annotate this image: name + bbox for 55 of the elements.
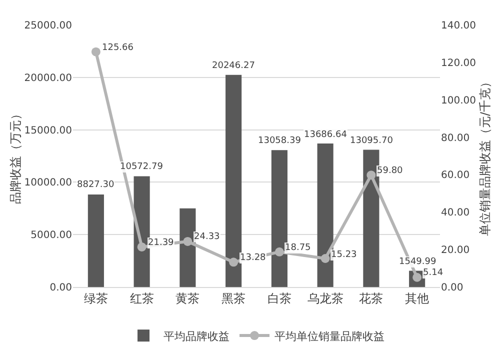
y2-tick-label: 20.00: [441, 245, 470, 256]
y2-tick-label: 120.00: [441, 58, 476, 69]
y-tick-label: 5000.00: [30, 230, 72, 242]
y2-tick-label: 100.00: [441, 95, 476, 106]
bar: [88, 194, 104, 287]
point: [91, 47, 100, 56]
point: [320, 254, 330, 263]
y-tick-label: 0.00: [50, 282, 72, 294]
bar: [317, 144, 334, 287]
y2-tick-label: 60.00: [441, 170, 470, 182]
point: [183, 236, 192, 246]
y-axis-title: 品牌收益（万元）: [8, 108, 22, 204]
x-tick-label: 红茶: [130, 291, 154, 306]
x-tick-label: 黄茶: [176, 291, 200, 306]
bar: [226, 74, 242, 287]
bar: [271, 150, 288, 287]
y2-tick-label: 80.00: [441, 132, 470, 144]
data-label: 15.23: [331, 250, 357, 260]
data-label: 59.80: [377, 166, 404, 176]
y2-axis-title: 单位销量品牌收益（元/千克）: [478, 76, 492, 236]
y-tick-label: 20000.00: [24, 72, 72, 84]
x-tick-label: 白茶: [267, 291, 292, 306]
point: [137, 242, 146, 252]
data-label: 8827.30: [77, 180, 114, 190]
x-tick-label: 黑茶: [222, 291, 246, 306]
data-label: 13686.64: [304, 130, 348, 140]
point: [274, 247, 284, 256]
point: [366, 170, 376, 180]
data-label: 20246.27: [212, 61, 255, 71]
data-label: 13058.39: [258, 136, 302, 146]
x-tick-label: 绿茶: [84, 291, 108, 306]
x-tick-label: 乌龙茶: [307, 291, 344, 306]
data-label: 13.28: [240, 253, 266, 263]
legend-label: 平均单位销量品牌收益: [274, 330, 384, 343]
data-label: 10572.79: [120, 162, 164, 172]
y-tick-label: 15000.00: [24, 125, 72, 136]
x-tick-label: 其他: [405, 291, 430, 306]
y2-tick-label: 40.00: [441, 208, 470, 219]
y2-tick-label: 140.00: [441, 20, 476, 32]
point: [229, 258, 238, 267]
data-label: 5.14: [423, 268, 444, 278]
data-label: 13095.70: [350, 136, 394, 146]
bar: [134, 176, 150, 287]
bar: [180, 208, 196, 287]
x-tick-label: 花茶: [359, 291, 384, 306]
bar: [363, 150, 380, 287]
data-label: 1549.99: [399, 257, 436, 267]
legend-label: 平均品牌收益: [164, 330, 230, 343]
y-tick-label: 25000.00: [24, 20, 72, 32]
y-tick-label: 10000.00: [24, 178, 72, 189]
data-label: 125.66: [102, 43, 134, 53]
data-label: 18.75: [285, 243, 311, 253]
data-label: 21.39: [148, 238, 174, 248]
data-label: 24.33: [194, 232, 220, 242]
y2-tick-label: 0.00: [441, 282, 464, 294]
